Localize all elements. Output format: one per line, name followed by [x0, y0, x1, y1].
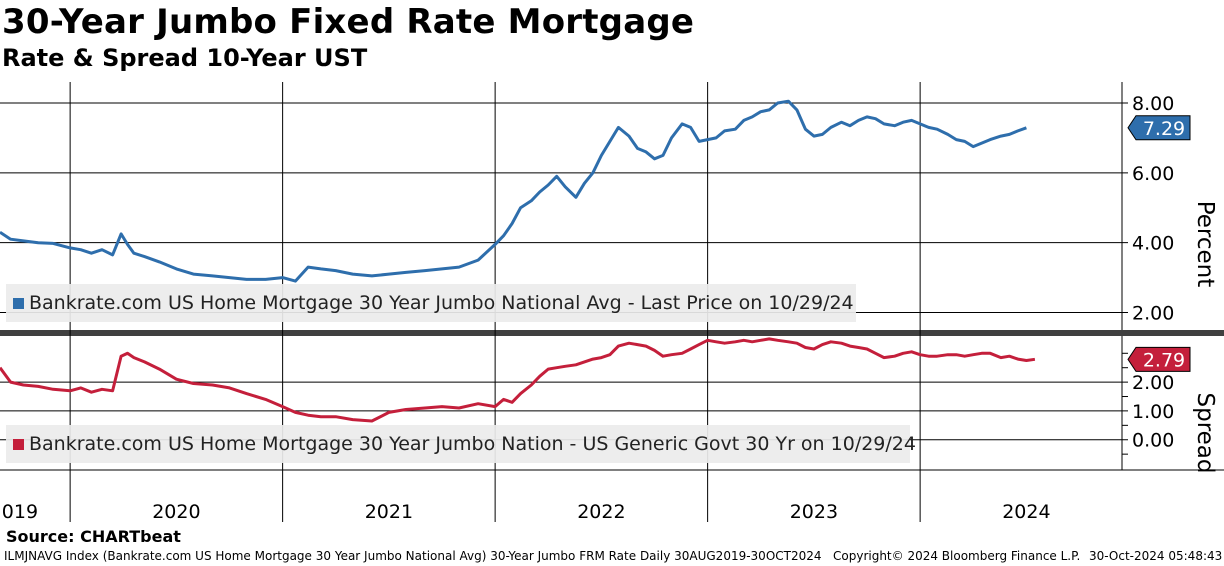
footer-copyright: Copyright© 2024 Bloomberg Finance L.P.	[833, 549, 1081, 563]
rate-panel-last-value-label: 7.29	[1143, 118, 1185, 140]
x-tick-label-2019: 2019	[0, 501, 38, 523]
spread-panel-legend-swatch	[13, 439, 24, 450]
rate-panel-series-line	[0, 99, 1027, 283]
x-tick-label-2020: 2020	[152, 501, 200, 523]
rate-panel-y-tick-label-0: 2.00	[1132, 303, 1174, 325]
spread-panel-legend-label: Bankrate.com US Home Mortgage 30 Year Ju…	[29, 433, 916, 455]
spread-panel-y-tick-label-1: 1.00	[1132, 401, 1174, 423]
footer-ticker: ILMJNAVG Index (Bankrate.com US Home Mor…	[4, 549, 822, 563]
spread-panel-y-tick-label-0: 0.00	[1132, 430, 1174, 452]
panel-divider	[0, 330, 1224, 336]
rate-panel-y-axis-label: Percent	[1192, 201, 1218, 288]
x-tick-label-2023: 2023	[790, 501, 838, 523]
spread-panel-legend-box	[6, 425, 910, 463]
x-tick-label-2024: 2024	[1002, 501, 1050, 523]
spread-panel-series-line	[0, 337, 1036, 423]
chart-subtitle: Rate & Spread 10-Year UST	[2, 44, 368, 72]
rate-panel-legend-swatch	[13, 298, 24, 309]
rate-panel-legend-label: Bankrate.com US Home Mortgage 30 Year Ju…	[29, 292, 854, 314]
chart-title: 30-Year Jumbo Fixed Rate Mortgage	[2, 2, 695, 42]
source-label: Source: CHARTbeat	[6, 527, 181, 546]
footer-timestamp: 30-Oct-2024 05:48:43	[1089, 549, 1223, 563]
rate-panel-y-tick-label-2: 6.00	[1132, 163, 1174, 185]
spread-panel-y-tick-label-2: 2.00	[1132, 372, 1174, 394]
rate-panel-legend-box	[6, 284, 856, 322]
rate-panel-y-tick-label-1: 4.00	[1132, 233, 1174, 255]
spread-panel-last-value-label: 2.79	[1143, 349, 1185, 371]
spread-panel-last-value-tag	[1127, 346, 1191, 372]
x-tick-label-2022: 2022	[577, 501, 625, 523]
rate-panel-y-tick-label-3: 8.00	[1132, 93, 1174, 115]
spread-panel-y-axis-label: Spread	[1192, 393, 1218, 474]
x-tick-label-2021: 2021	[365, 501, 413, 523]
rate-panel-last-value-tag	[1127, 115, 1191, 141]
